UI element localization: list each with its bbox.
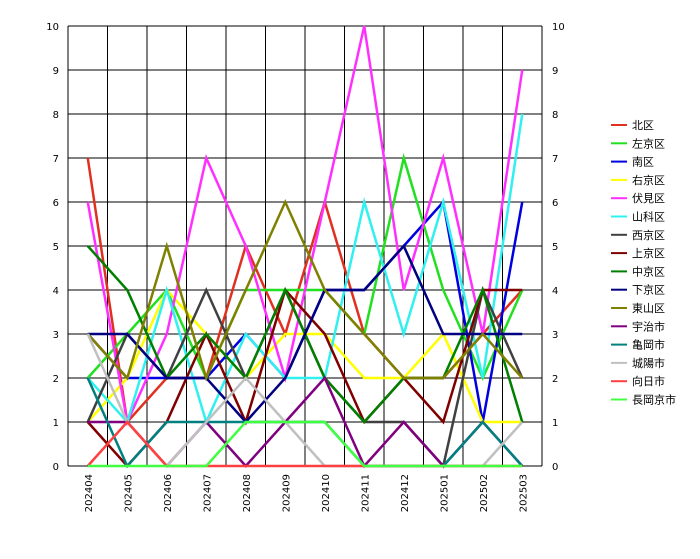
x-tick-label: 202404 (84, 474, 95, 512)
series-lines (86, 25, 524, 469)
x-tick-label: 202411 (360, 474, 371, 512)
x-tick-label: 202412 (400, 474, 411, 512)
x-tick-label: 202410 (321, 474, 332, 512)
series-line (86, 25, 524, 427)
y-tick-label-left: 9 (53, 66, 59, 77)
x-tick-label: 202407 (202, 474, 213, 512)
x-tick-label: 202408 (242, 474, 253, 512)
y-tick-label-right: 1 (552, 418, 558, 429)
y-tick-label-right: 7 (552, 154, 558, 165)
legend-label: 上京区 (632, 246, 665, 260)
y-tick-label-right: 4 (552, 286, 558, 297)
y-tick-label-left: 6 (53, 198, 59, 209)
x-tick-label: 202502 (479, 474, 490, 512)
series-line (86, 113, 524, 426)
y-tick-label-left: 1 (53, 418, 59, 429)
y-tick-label-left: 5 (53, 242, 59, 253)
legend-label: 西京区 (632, 228, 665, 242)
x-tick-label: 202405 (123, 474, 134, 512)
y-tick-label-left: 10 (46, 22, 59, 33)
y-tick-label-right: 6 (552, 198, 558, 209)
y-tick-label-right: 9 (552, 66, 558, 77)
x-tick-label: 202406 (163, 474, 174, 512)
y-axis-right: 0 1 2 3 4 5 6 7 8 9 10 (552, 22, 565, 473)
legend-label: 亀岡市 (632, 338, 665, 352)
legend-label: 下京区 (632, 283, 665, 297)
legend-label: 伏見区 (632, 191, 665, 205)
y-axis-left: 0 1 2 3 4 5 6 7 8 9 10 (46, 22, 59, 473)
y-tick-label-left: 2 (53, 374, 59, 385)
y-tick-label-right: 2 (552, 374, 558, 385)
x-tick-label: 202503 (518, 474, 529, 512)
x-tick-label: 202501 (439, 474, 450, 512)
legend-label: 東山区 (632, 302, 665, 315)
legend-label: 城陽市 (632, 356, 665, 370)
x-axis: 202404 202405 202406 202407 202408 202409 2024… (84, 474, 530, 512)
legend-label: 宇治市 (632, 319, 665, 333)
y-tick-label-right: 10 (552, 22, 565, 33)
legend-label: 南区 (632, 156, 654, 169)
legend-label: 中京区 (632, 264, 665, 278)
legend: 北区左京区南区右京区伏見区山科区西京区上京区中京区下京区東山区宇治市亀岡市城陽市… (611, 119, 676, 407)
y-tick-label-right: 0 (552, 462, 558, 473)
y-tick-label-left: 7 (53, 154, 59, 165)
legend-label: 右京区 (632, 173, 665, 187)
y-tick-label-right: 5 (552, 242, 558, 253)
y-tick-label-right: 8 (552, 110, 558, 121)
legend-label: 長岡京市 (632, 393, 676, 407)
y-tick-label-right: 3 (552, 330, 558, 341)
y-tick-label-left: 4 (53, 286, 59, 297)
legend-label: 北区 (632, 119, 654, 132)
x-tick-label: 202409 (281, 474, 292, 512)
y-tick-label-left: 0 (53, 462, 59, 473)
y-tick-label-left: 3 (53, 330, 59, 341)
y-tick-label-left: 8 (53, 110, 59, 121)
series-line (87, 243, 523, 424)
legend-label: 山科区 (632, 210, 665, 224)
series-line (87, 420, 523, 468)
series-line (86, 198, 524, 382)
legend-label: 向日市 (632, 374, 665, 388)
legend-label: 左京区 (632, 136, 665, 150)
